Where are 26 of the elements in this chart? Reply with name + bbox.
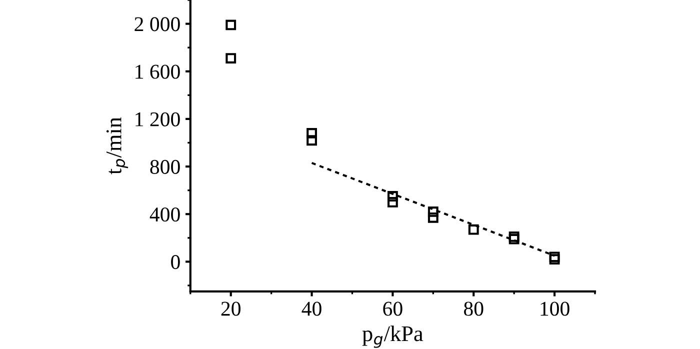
point bbox=[468, 224, 479, 235]
point bbox=[428, 212, 438, 223]
y-axis-title: t$_{p}$/min bbox=[106, 117, 128, 174]
y-tick-label: 1 200 bbox=[136, 112, 180, 126]
point bbox=[226, 53, 236, 64]
point bbox=[306, 128, 317, 138]
point bbox=[549, 254, 560, 265]
x-tick-label: 80 bbox=[464, 302, 484, 316]
x-tick-label: 40 bbox=[302, 302, 322, 316]
y-tick-label: 400 bbox=[150, 207, 180, 222]
x-tick-label: 20 bbox=[221, 302, 240, 316]
y-tick-label: 800 bbox=[150, 160, 180, 174]
point bbox=[387, 196, 398, 208]
point bbox=[508, 231, 520, 242]
point bbox=[387, 191, 398, 202]
point bbox=[508, 234, 520, 244]
x-axis-title: p$_{g}$/kPa bbox=[362, 326, 424, 348]
point bbox=[428, 206, 438, 217]
point bbox=[549, 252, 560, 262]
y-tick-label: 0 bbox=[171, 255, 180, 270]
y-tick-label: 2 000 bbox=[134, 17, 180, 32]
y-tick-label: 1 600 bbox=[136, 64, 180, 79]
point bbox=[306, 135, 317, 146]
point bbox=[226, 20, 236, 30]
x-tick-label: 100 bbox=[540, 302, 570, 316]
x-tick-label: 60 bbox=[383, 302, 402, 316]
